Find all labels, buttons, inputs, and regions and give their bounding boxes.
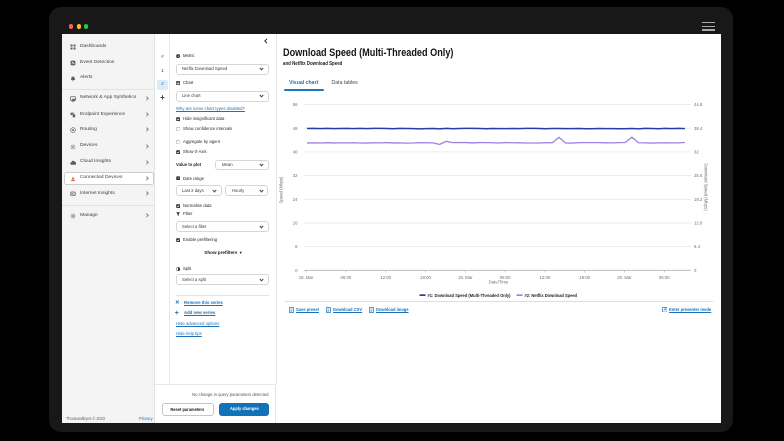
svg-text:38.4: 38.4: [694, 126, 703, 131]
svg-text:06:00: 06:00: [341, 275, 352, 280]
svg-text:19. Mar: 19. Mar: [458, 275, 473, 280]
svg-text:18:00: 18:00: [579, 275, 590, 280]
svg-text:18. Mar: 18. Mar: [299, 275, 314, 280]
svg-text:6.4: 6.4: [694, 244, 701, 249]
svg-text:Download Speed (Mbps): Download Speed (Mbps): [704, 163, 709, 211]
svg-text:24: 24: [293, 197, 298, 202]
svg-text:06:00: 06:00: [500, 275, 511, 280]
svg-text:12:00: 12:00: [380, 275, 391, 280]
svg-text:8: 8: [295, 244, 298, 249]
svg-text:12.8: 12.8: [694, 221, 703, 226]
svg-text:44.8: 44.8: [694, 102, 703, 107]
svg-text:#2: Netflix Download Speed: #2: Netflix Download Speed: [525, 293, 578, 298]
svg-text:Speed (Mbps): Speed (Mbps): [279, 176, 284, 204]
svg-text:18:00: 18:00: [420, 275, 431, 280]
svg-text:06:00: 06:00: [659, 275, 670, 280]
svg-text:56: 56: [293, 102, 298, 107]
svg-text:#1: Download Speed (Multi-Thre: #1: Download Speed (Multi-Threaded Only): [428, 293, 511, 298]
svg-text:20. Mar: 20. Mar: [617, 275, 632, 280]
svg-text:48: 48: [293, 126, 298, 131]
svg-text:25.6: 25.6: [694, 173, 703, 178]
svg-text:12:00: 12:00: [540, 275, 551, 280]
svg-text:0: 0: [694, 268, 697, 273]
svg-text:Date/Time: Date/Time: [489, 280, 509, 285]
svg-text:32: 32: [694, 149, 699, 154]
svg-text:40: 40: [293, 149, 298, 154]
svg-text:0: 0: [295, 268, 298, 273]
svg-text:16: 16: [293, 221, 298, 226]
svg-text:19.2: 19.2: [694, 197, 703, 202]
svg-text:32: 32: [293, 173, 298, 178]
